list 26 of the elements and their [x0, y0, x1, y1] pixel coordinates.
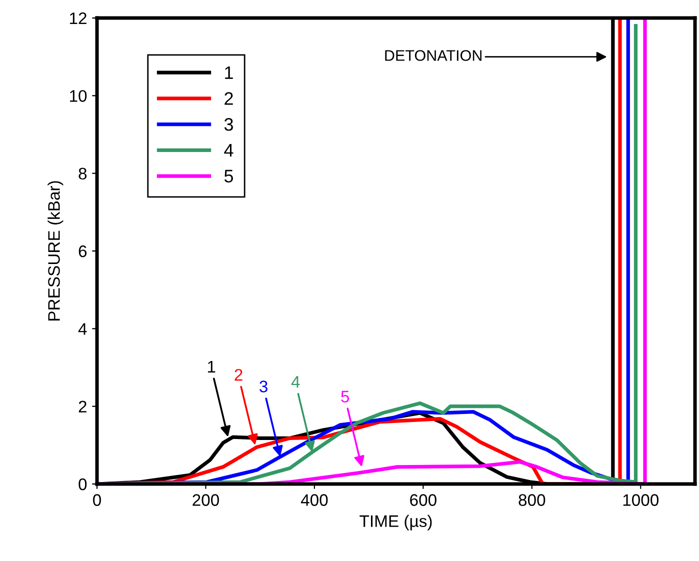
legend-label: 4 — [224, 144, 234, 156]
x-axis-title: TIME (µs) — [360, 514, 432, 530]
annotation: 5 — [341, 390, 350, 403]
annotation: 2 — [234, 368, 242, 381]
annotation: 1 — [208, 360, 216, 372]
y-tick-label: 4 — [78, 323, 87, 335]
y-tick-label: 6 — [78, 245, 87, 258]
x-tick-label: 1000 — [623, 494, 659, 506]
x-tick-label: 0 — [93, 494, 101, 506]
x-tick-label: 600 — [410, 494, 436, 506]
annotation: 3 — [260, 380, 268, 392]
x-tick-label: 400 — [300, 494, 328, 506]
legend-label: 1 — [225, 66, 233, 79]
annotation: 4 — [291, 376, 300, 388]
legend-label: 3 — [224, 118, 233, 131]
y-tick-label: 10 — [70, 90, 87, 102]
legend-label: 5 — [224, 170, 234, 183]
y-tick-label: 8 — [78, 168, 87, 180]
legend-label: 2 — [224, 92, 233, 105]
y-axis-title: PRESSURE (kBar) — [48, 181, 64, 320]
y-tick-label: 12 — [70, 12, 86, 24]
y-tick-label: 0 — [78, 478, 87, 490]
annotation: DETONATION — [385, 50, 482, 61]
x-tick-label: 200 — [192, 494, 219, 506]
x-tick-label: 800 — [518, 494, 546, 506]
y-tick-label: 2 — [78, 400, 86, 412]
